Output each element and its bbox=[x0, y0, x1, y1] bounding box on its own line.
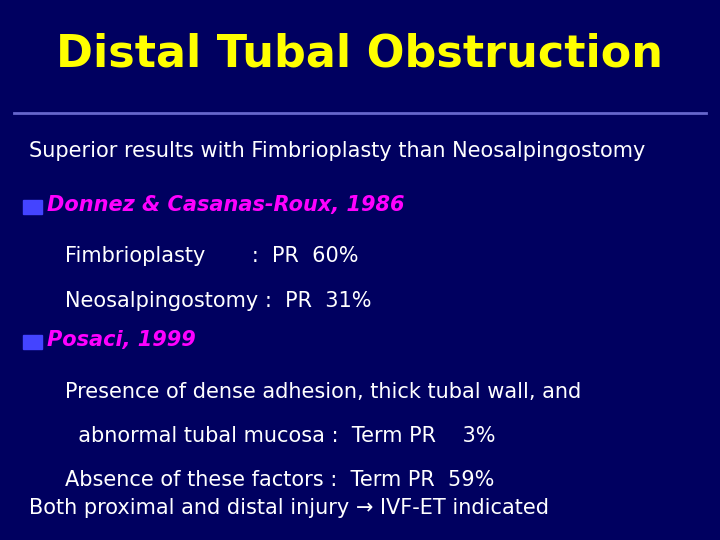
Text: Both proximal and distal injury → IVF-ET indicated: Both proximal and distal injury → IVF-ET… bbox=[29, 497, 549, 518]
Text: Distal Tubal Obstruction: Distal Tubal Obstruction bbox=[56, 32, 664, 76]
Text: Posaci, 1999: Posaci, 1999 bbox=[47, 330, 196, 350]
Text: Donnez & Casanas-Roux, 1986: Donnez & Casanas-Roux, 1986 bbox=[47, 195, 405, 215]
Text: abnormal tubal mucosa :  Term PR    3%: abnormal tubal mucosa : Term PR 3% bbox=[65, 426, 495, 446]
Text: Fimbrioplasty       :  PR  60%: Fimbrioplasty : PR 60% bbox=[65, 246, 359, 267]
Text: Absence of these factors :  Term PR  59%: Absence of these factors : Term PR 59% bbox=[65, 470, 494, 490]
Text: Superior results with Fimbrioplasty than Neosalpingostomy: Superior results with Fimbrioplasty than… bbox=[29, 141, 645, 161]
FancyBboxPatch shape bbox=[23, 335, 42, 349]
Text: Presence of dense adhesion, thick tubal wall, and: Presence of dense adhesion, thick tubal … bbox=[65, 381, 581, 402]
FancyBboxPatch shape bbox=[23, 200, 42, 214]
Text: Neosalpingostomy :  PR  31%: Neosalpingostomy : PR 31% bbox=[65, 291, 372, 311]
